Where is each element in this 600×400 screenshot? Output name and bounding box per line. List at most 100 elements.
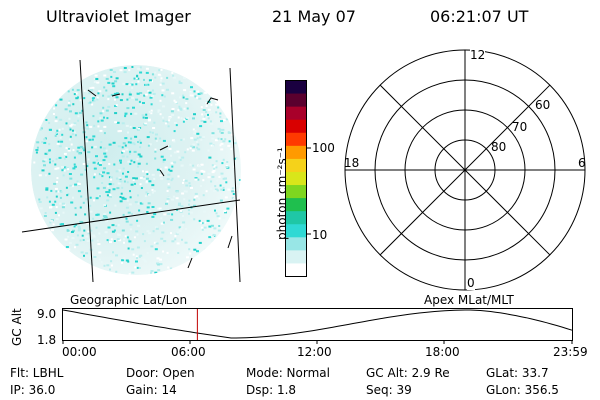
instrument-title: Ultraviolet Imager [46,7,191,26]
uv-speckle [119,180,123,183]
uv-speckle [115,96,119,99]
uv-speckle [220,138,223,141]
uv-speckle [220,148,224,151]
uv-speckle [178,80,181,83]
uv-speckle [102,171,106,174]
uv-speckle [215,238,217,241]
uv-speckle [235,182,239,185]
uv-speckle [52,223,55,226]
uv-speckle [178,230,182,232]
uv-speckle [228,140,231,143]
polar-lat-60: 60 [535,98,551,112]
uv-speckle [184,108,187,111]
uv-speckle [176,208,179,211]
uv-speckle [110,75,113,78]
uv-speckle [173,121,177,124]
uv-speckle [61,166,64,168]
uv-speckle [57,140,60,143]
uv-speckle [178,202,181,205]
colorbar-band [285,249,307,264]
uv-speckle [180,224,184,226]
uv-speckle [197,178,200,181]
uv-speckle [201,228,204,231]
uv-speckle [200,221,203,224]
uv-speckle [53,182,57,185]
uv-speckle [76,180,79,183]
uv-speckle [159,174,163,177]
uv-speckle [74,112,78,115]
uv-speckle [134,266,137,269]
uv-speckle [137,80,140,83]
uv-speckle [72,196,74,199]
uv-speckle [136,266,139,269]
uv-speckle [105,89,108,92]
uv-speckle [185,98,189,100]
uv-speckle [73,156,76,159]
uv-speckle [38,201,42,203]
uv-speckle [150,95,154,97]
uv-speckle [208,225,212,228]
uv-speckle [115,170,119,173]
uv-speckle [102,106,105,109]
uv-speckle [127,247,130,250]
polar-hour-6: 6 [578,156,586,170]
uv-speckle [92,115,95,118]
uv-speckle [128,69,131,72]
uv-speckle [182,120,185,123]
uv-speckle [183,179,185,182]
uv-speckle [144,93,148,96]
uv-speckle [78,227,81,230]
uv-speckle [145,84,148,86]
uv-speckle [45,174,47,177]
uv-speckle [145,170,149,173]
uv-speckle [127,160,131,163]
uv-speckle [147,193,151,196]
uv-speckle [163,95,166,98]
uv-speckle [65,156,68,158]
uv-speckle [48,149,51,152]
uv-speckle [85,198,89,201]
uv-speckle [118,176,122,179]
uv-speckle [210,240,214,243]
uv-speckle [112,188,116,191]
uv-speckle [82,163,86,165]
uv-speckle [173,161,177,164]
uv-speckle [97,243,101,246]
uv-speckle [188,212,190,215]
uv-speckle [67,168,70,171]
time-label: 06:21:07 UT [430,7,529,26]
uv-speckle [74,183,78,186]
uv-speckle [174,238,177,241]
uv-speckle [183,190,186,193]
uv-speckle [68,100,71,103]
uv-speckle [104,216,108,219]
timeline-left-title: Geographic Lat/Lon [70,293,188,307]
uv-speckle [155,139,158,142]
uv-speckle [207,149,210,152]
uv-speckle [67,101,70,104]
uv-speckle [189,252,192,255]
uv-speckle [150,271,153,274]
uv-speckle [128,91,131,94]
uv-speckle [115,92,119,95]
uv-speckle [152,230,155,233]
uv-speckle [55,206,58,209]
uv-speckle [105,109,109,112]
uv-speckle [186,148,189,151]
uv-speckle [128,83,132,86]
uv-speckle [72,103,75,106]
uv-speckle [185,228,187,230]
uv-speckle [107,95,111,98]
uv-speckle [122,213,125,216]
uv-speckle [72,149,75,152]
uv-speckle [110,178,112,181]
uv-speckle [159,83,162,86]
uv-speckle [106,117,109,120]
uv-speckle [143,94,146,97]
uv-speckle [131,248,135,251]
uv-speckle [86,222,90,225]
uv-speckle [121,229,125,232]
uv-speckle [159,168,162,171]
uv-speckle [125,259,129,262]
uv-speckle [56,190,60,193]
